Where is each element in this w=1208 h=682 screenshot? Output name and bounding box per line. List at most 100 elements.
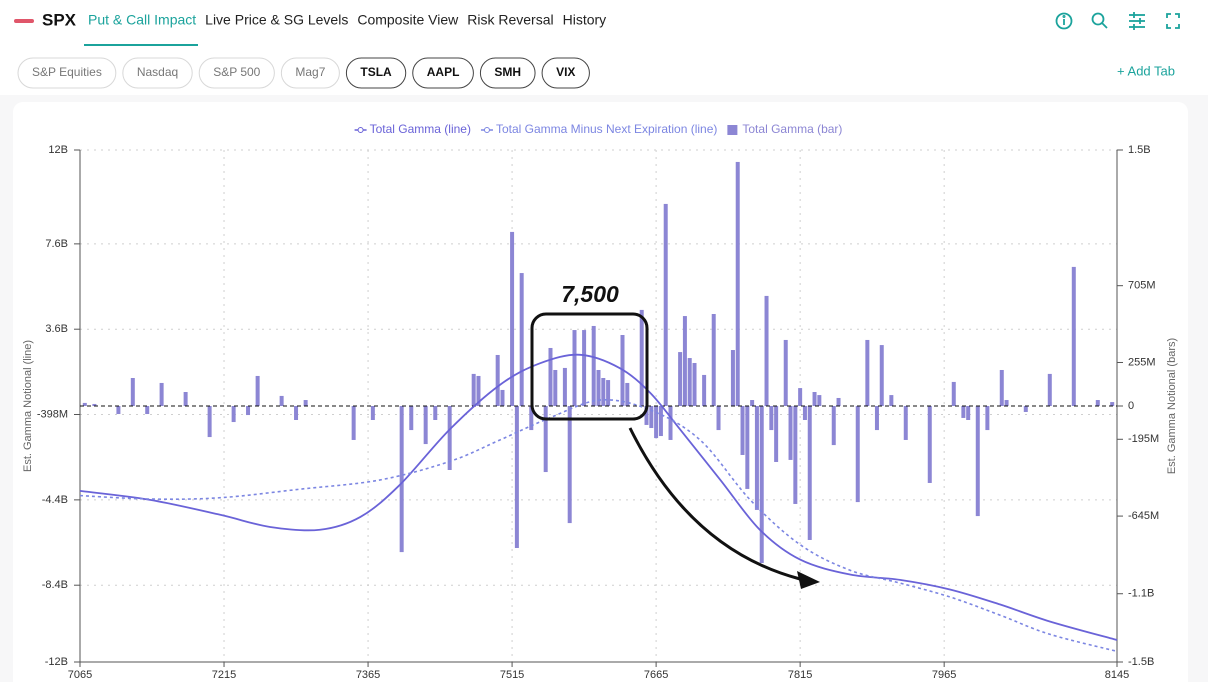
bar <box>596 369 601 406</box>
bar <box>836 397 841 406</box>
filter-pill[interactable]: Nasdaq <box>122 57 193 89</box>
y-tick-label: 7.6B <box>45 238 68 250</box>
bar <box>754 406 759 510</box>
bar <box>1071 266 1076 406</box>
filter-pill[interactable]: S&P Equities <box>17 57 117 89</box>
bar <box>1095 400 1100 406</box>
nav-tab[interactable]: History <box>563 12 607 28</box>
bar <box>874 406 879 431</box>
bar <box>447 406 452 470</box>
bar <box>702 374 707 406</box>
annotation-box <box>530 312 649 421</box>
bar <box>764 295 769 406</box>
tab-bar: Put & Call Impact Live Price & SG Levels C… <box>88 12 606 28</box>
bar <box>649 406 654 429</box>
x-tick-label: 7665 <box>644 669 668 681</box>
legend-marker <box>483 127 490 133</box>
legend-item[interactable]: Total Gamma (line) <box>354 122 471 136</box>
bar <box>682 316 687 406</box>
bar <box>687 358 692 406</box>
pill-label: S&P 500 <box>213 65 260 79</box>
bar <box>668 406 673 440</box>
bar <box>529 406 534 431</box>
bar <box>658 406 663 437</box>
bar <box>543 406 548 473</box>
pill-bg <box>345 57 407 89</box>
logo[interactable] <box>14 19 34 23</box>
bar <box>1023 406 1028 412</box>
y2-tick-label: 1.5B <box>1128 144 1151 156</box>
pill-bg <box>280 57 340 89</box>
bar <box>812 392 817 406</box>
bar <box>879 345 884 406</box>
legend: Total Gamma (line) Total Gamma Minus Next… <box>354 122 842 136</box>
y2-tick-label: -645M <box>1128 510 1159 522</box>
y-tick-label: -12B <box>45 656 68 668</box>
nav-tab[interactable]: Live Price & SG Levels <box>205 12 348 28</box>
bar <box>716 406 721 431</box>
info-icon[interactable] <box>1055 12 1073 30</box>
nav-tab[interactable]: Risk Reversal <box>467 12 553 28</box>
bar <box>1004 400 1009 406</box>
bar <box>961 406 966 418</box>
search-icon[interactable] <box>1091 12 1108 29</box>
bar <box>231 406 236 423</box>
legend-item[interactable]: Total Gamma (bar) <box>727 122 842 136</box>
bar <box>207 406 212 438</box>
y-tick-label: 3.6B <box>45 323 68 335</box>
arrow-head <box>797 571 820 589</box>
add-tab[interactable]: + Add Tab <box>1117 63 1175 78</box>
settings-icon[interactable] <box>1129 12 1145 30</box>
pill-bg <box>17 57 117 89</box>
fullscreen-icon[interactable] <box>1166 13 1180 29</box>
pill-bg <box>412 57 474 89</box>
filter-pill[interactable]: TSLA <box>345 57 407 89</box>
legend-label: Total Gamma Minus Next Expiration (line) <box>496 122 717 136</box>
pill-label: Nasdaq <box>137 65 178 79</box>
bar <box>548 347 553 406</box>
legend-item[interactable]: Total Gamma Minus Next Expiration (line) <box>480 122 717 136</box>
bar <box>817 395 822 406</box>
bar <box>159 382 164 406</box>
bar <box>750 400 755 406</box>
pill-label: AAPL <box>427 65 460 79</box>
y2-tick-label: -1.1B <box>1128 588 1154 600</box>
bar <box>740 406 745 455</box>
y-tick-label: -8.4B <box>42 579 68 591</box>
filter-pill[interactable]: S&P 500 <box>198 57 275 89</box>
bar <box>510 231 515 406</box>
filter-pill[interactable]: VIX <box>541 57 590 89</box>
bar <box>572 330 577 406</box>
bar <box>582 330 587 406</box>
legend-label: Total Gamma (bar) <box>742 122 842 136</box>
filter-pill[interactable]: SMH <box>479 57 536 89</box>
bar <box>399 406 404 553</box>
pill-bg <box>479 57 536 89</box>
bar <box>711 314 716 406</box>
bar <box>567 406 572 524</box>
y2-tick-label: 705M <box>1128 280 1156 292</box>
filter-pill[interactable]: AAPL <box>412 57 474 89</box>
bar <box>855 406 860 503</box>
chart: 7065 7215 7365 7515 7665 7815 7965 8145 12B 7.6B 3… <box>22 122 1178 681</box>
y-tick-label: -4.4B <box>42 494 68 506</box>
bar <box>1110 402 1115 406</box>
bar <box>802 406 807 420</box>
bar <box>562 367 567 406</box>
bar <box>798 388 803 406</box>
filter-bar: S&P Equities Nasdaq S&P 500 Mag7 TSLA AAPL SMH… <box>17 57 590 89</box>
bar <box>255 375 260 406</box>
bar <box>116 406 121 415</box>
filter-pill[interactable]: Mag7 <box>280 57 340 89</box>
bar <box>745 406 750 489</box>
nav-tab[interactable]: Put & Call Impact <box>88 12 196 28</box>
legend-swatch <box>727 125 738 135</box>
nav-tab[interactable]: Composite View <box>357 12 459 28</box>
pill-label: TSLA <box>360 65 392 79</box>
bar <box>519 273 524 406</box>
pill-label: S&P Equities <box>32 65 102 79</box>
bar <box>903 406 908 440</box>
annotation-arrow <box>628 427 801 581</box>
